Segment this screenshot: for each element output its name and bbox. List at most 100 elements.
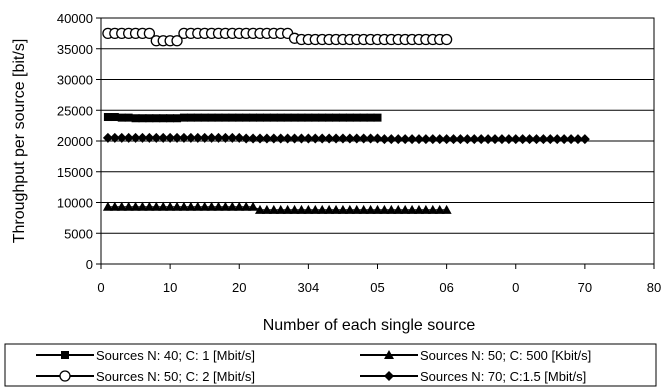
data-point (228, 113, 237, 122)
data-point (289, 204, 300, 214)
data-point (185, 201, 196, 211)
data-point (138, 114, 147, 123)
data-point (386, 204, 397, 214)
data-point (441, 204, 452, 214)
data-point (207, 113, 216, 122)
data-point (476, 134, 487, 145)
data-point (366, 113, 375, 122)
legend-label: Sources N: 40; C: 1 [Mbit/s] (96, 348, 255, 363)
data-point (289, 133, 300, 144)
data-point (268, 133, 279, 144)
data-point (524, 134, 535, 145)
x-tick-label: 70 (578, 280, 592, 295)
legend-entry: Sources N: 50; C: 2 [Mbit/s] (36, 369, 255, 384)
data-point (249, 113, 258, 122)
data-point (158, 132, 169, 143)
series-triangle (102, 201, 452, 214)
data-point (483, 134, 494, 145)
data-point (130, 132, 141, 143)
y-tick-label: 0 (86, 257, 93, 272)
data-point (123, 132, 134, 143)
data-point (103, 113, 112, 122)
data-point (254, 204, 265, 214)
data-point (220, 132, 231, 143)
data-point (206, 132, 217, 143)
data-point (365, 133, 376, 144)
data-point (220, 201, 231, 211)
data-point (372, 133, 383, 144)
data-point (407, 134, 418, 145)
data-point (254, 133, 265, 144)
data-point (234, 201, 245, 211)
data-point (159, 114, 168, 123)
data-point (317, 133, 328, 144)
data-point (192, 132, 203, 143)
data-point (297, 113, 306, 122)
data-point (166, 114, 175, 123)
data-point (255, 113, 264, 122)
data-point (276, 113, 285, 122)
y-tick-label: 5000 (64, 226, 93, 241)
data-point (420, 204, 431, 214)
data-point (137, 132, 148, 143)
data-point (171, 35, 183, 47)
x-tick-label: 80 (647, 280, 661, 295)
data-point (352, 113, 361, 122)
x-tick-label: 304 (298, 280, 320, 295)
data-series (102, 27, 590, 214)
data-point (185, 132, 196, 143)
data-point (282, 204, 293, 214)
data-point (303, 133, 314, 144)
data-point (517, 134, 528, 145)
data-point (178, 201, 189, 211)
y-tick-label: 40000 (57, 11, 93, 26)
data-point (296, 133, 307, 144)
data-point (186, 113, 195, 122)
data-point (386, 134, 397, 145)
data-point (311, 113, 320, 122)
data-point (275, 204, 286, 214)
data-point (117, 113, 126, 122)
data-point (172, 132, 183, 143)
data-point (496, 134, 507, 145)
data-point (178, 132, 189, 143)
y-axis-ticks: 0 5000 10000 15000 20000 25000 30000 35000 40000 (57, 11, 101, 272)
data-point (345, 113, 354, 122)
series-diamond (102, 132, 590, 145)
data-point (206, 201, 217, 211)
x-tick-label: 10 (163, 280, 177, 295)
data-point (262, 113, 271, 122)
data-point (462, 134, 473, 145)
data-point (434, 204, 445, 214)
y-tick-label: 30000 (57, 73, 93, 88)
data-point (151, 201, 162, 211)
y-tick-label: 35000 (57, 42, 93, 57)
data-point (248, 133, 259, 144)
legend-marker (61, 351, 69, 359)
data-point (373, 113, 382, 122)
data-point (179, 113, 188, 122)
data-point (365, 204, 376, 214)
data-point (318, 113, 327, 122)
legend-label: Sources N: 70; C:1.5 [Mbit/s] (420, 369, 586, 384)
data-point (144, 201, 155, 211)
data-point (400, 134, 411, 145)
data-point (241, 201, 252, 211)
data-point (317, 204, 328, 214)
y-tick-label: 25000 (57, 103, 93, 118)
data-point (248, 201, 259, 211)
data-point (165, 201, 176, 211)
x-tick-label: 05 (370, 280, 384, 295)
data-point (109, 201, 120, 211)
data-point (152, 114, 161, 123)
data-point (241, 133, 252, 144)
data-point (545, 134, 556, 145)
data-point (572, 134, 583, 145)
data-point (158, 201, 169, 211)
data-point (290, 113, 299, 122)
data-point (199, 132, 210, 143)
data-point (199, 201, 210, 211)
data-point (413, 204, 424, 214)
y-tick-label: 20000 (57, 134, 93, 149)
